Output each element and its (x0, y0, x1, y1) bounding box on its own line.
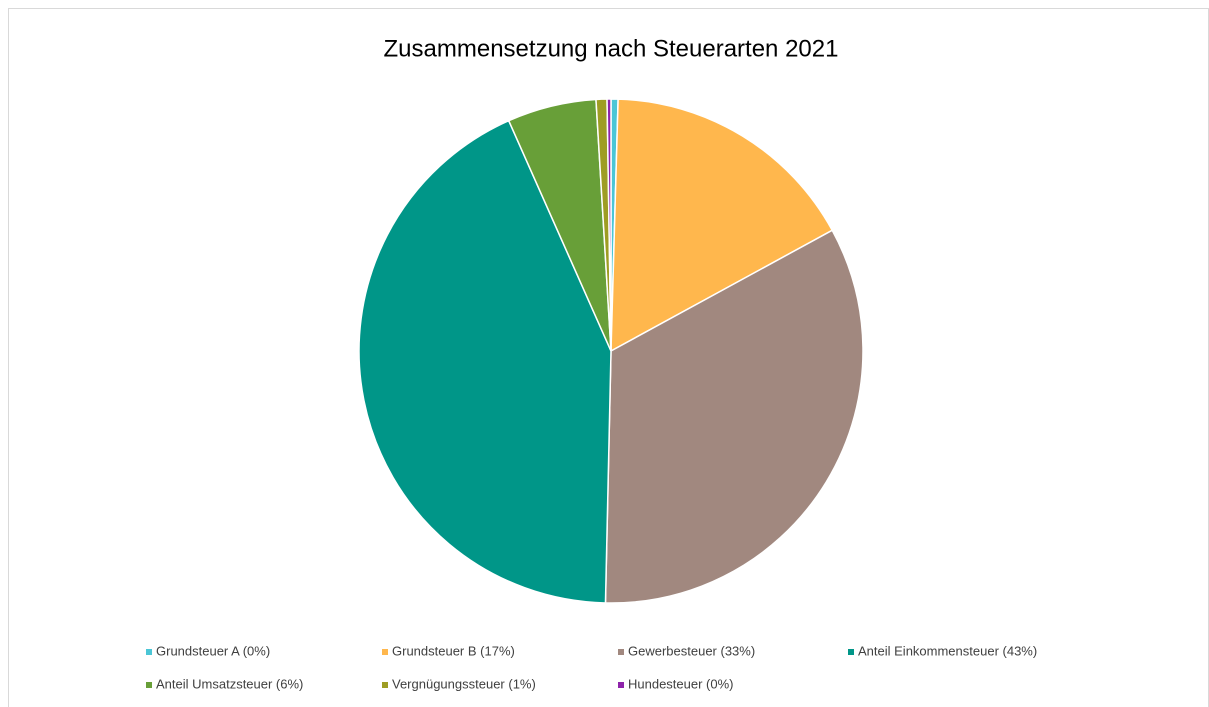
pie-slice (610, 98, 834, 353)
chart-title: Zusammensetzung nach Steuerarten 2021 (384, 35, 839, 62)
legend-swatch (146, 649, 152, 655)
legend-swatch (618, 682, 624, 688)
legend-swatch (382, 682, 388, 688)
legend-swatch (848, 649, 854, 655)
legend-label: Anteil Umsatzsteuer (6%) (156, 676, 303, 691)
pie-slice (358, 119, 612, 604)
legend-swatch (618, 649, 624, 655)
legend-label: Vergnügungssteuer (1%) (392, 676, 536, 691)
legend-swatch (382, 649, 388, 655)
legend-label: Gewerbesteuer (33%) (628, 643, 755, 658)
legend-label: Grundsteuer A (0%) (156, 643, 270, 658)
legend-label: Grundsteuer B (17%) (392, 643, 515, 658)
pie-slice (604, 229, 864, 604)
legend-label: Hundesteuer (0%) (628, 676, 734, 691)
legend-swatch (146, 682, 152, 688)
pie-slice (606, 98, 612, 352)
legend-label: Anteil Einkommensteuer (43%) (858, 643, 1037, 658)
